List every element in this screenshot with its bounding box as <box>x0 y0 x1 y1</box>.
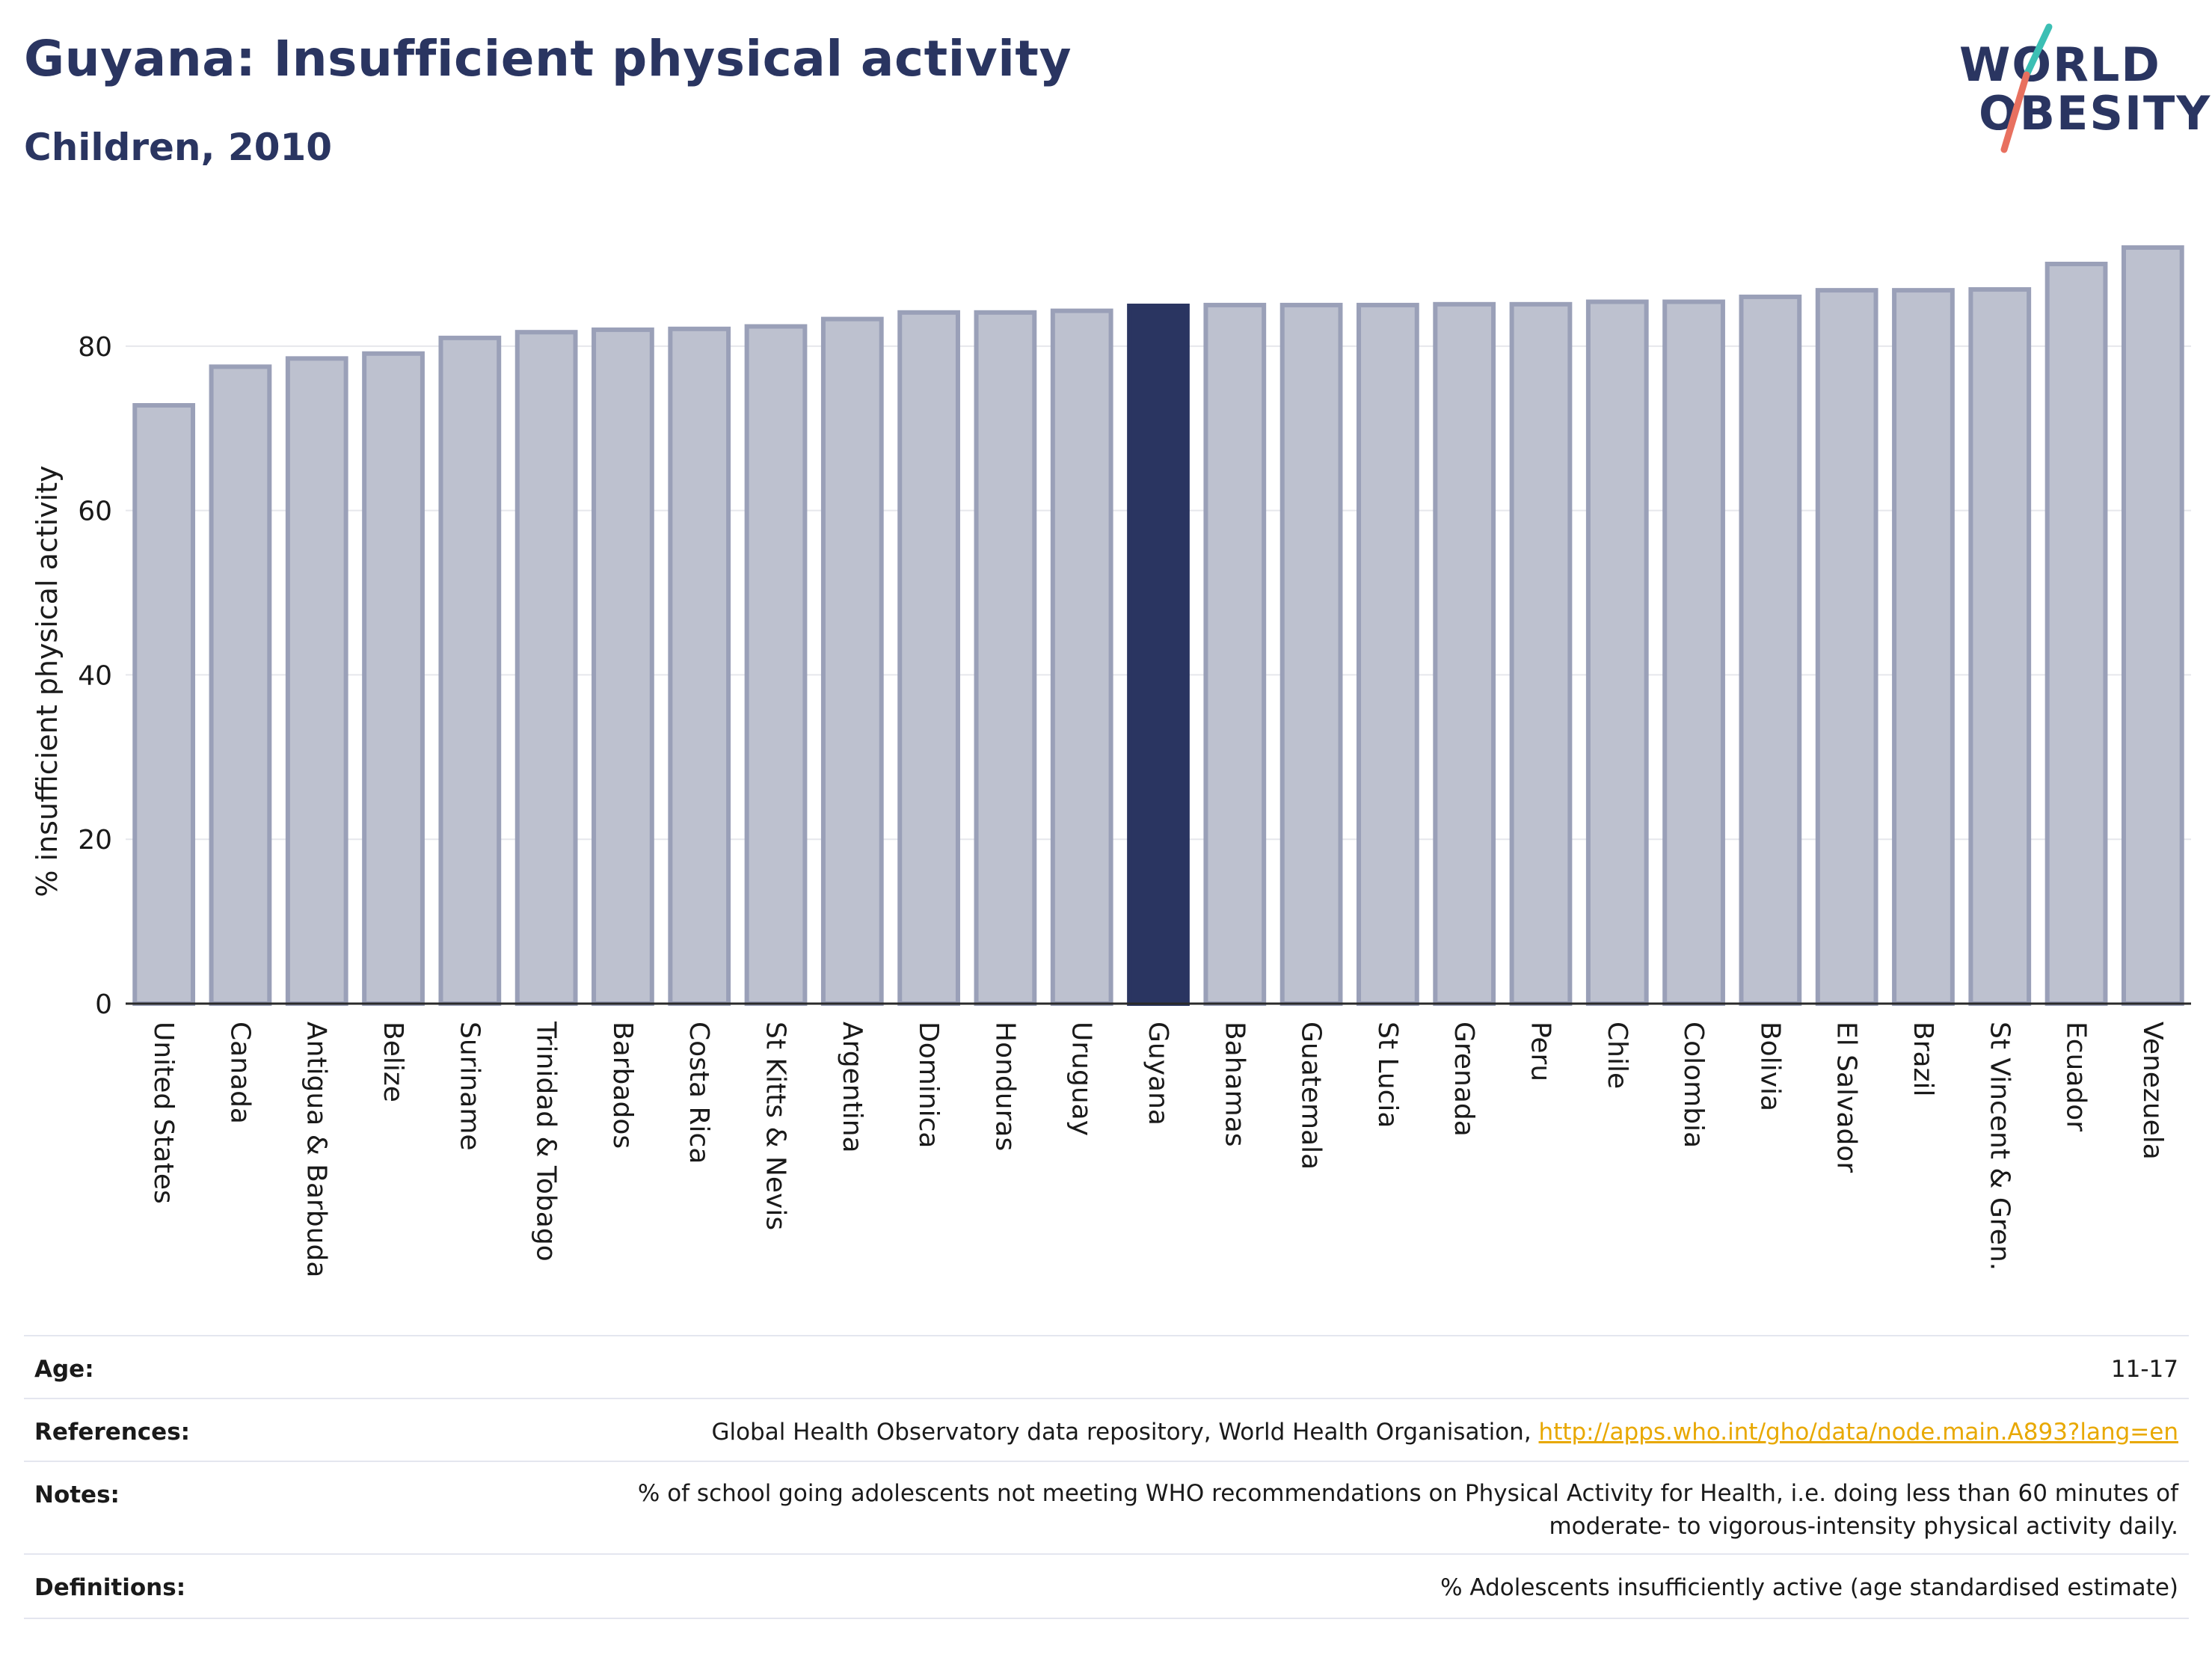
bar-belize <box>362 351 425 1006</box>
definitions-value: % Adolescents insufficiently active (age… <box>1440 1574 2178 1601</box>
x-tick-label: Bahamas <box>1219 1022 1250 1147</box>
y-axis-label: % insufficient physical activity <box>31 465 64 897</box>
notes-line2: moderate- to vigorous-intensity physical… <box>1549 1513 2178 1540</box>
references-label: References: <box>34 1419 191 1446</box>
bar-el-salvador <box>1815 288 1878 1006</box>
y-tick-label: 40 <box>78 660 112 691</box>
bar-venezuela <box>2121 245 2184 1006</box>
bar-chile <box>1585 299 1649 1007</box>
x-tick-label: Guyana <box>1143 1022 1173 1126</box>
metadata-table: Age: 11-17 References: Global Health Obs… <box>24 1335 2189 1619</box>
bar-peru <box>1509 301 1573 1006</box>
page-title: Guyana: Insufficient physical activity <box>24 30 1072 87</box>
bar-st-lucia <box>1357 302 1419 1006</box>
x-tick-label: Bolivia <box>1754 1022 1785 1111</box>
meta-row-age: Age: 11-17 <box>24 1335 2189 1399</box>
bar-barbados <box>592 327 654 1006</box>
notes-label: Notes: <box>34 1481 120 1508</box>
x-tick-label: Ecuador <box>2061 1022 2092 1132</box>
notes-line1: % of school going adolescents not meetin… <box>637 1480 2178 1507</box>
x-tick-label: Belize <box>378 1022 408 1102</box>
meta-row-notes: Notes: % of school going adolescents not… <box>24 1461 2189 1555</box>
y-tick-label: 60 <box>78 497 112 527</box>
bars <box>132 245 2184 1007</box>
bar-grenada <box>1433 301 1496 1006</box>
x-tick-label: Guatemala <box>1296 1022 1327 1170</box>
x-tick-label: Antigua & Barbuda <box>301 1022 332 1277</box>
bar-suriname <box>438 335 502 1006</box>
y-tick-label: 80 <box>78 332 112 363</box>
bar-brazil <box>1892 288 1955 1006</box>
definitions-label: Definitions: <box>34 1574 186 1601</box>
bar-united-states <box>132 402 196 1006</box>
bar-ecuador <box>2044 261 2108 1007</box>
x-tick-label: Barbados <box>607 1022 638 1149</box>
x-tick-label: Chile <box>1602 1022 1632 1089</box>
world-obesity-logo: WORLD OBESITY <box>1952 22 2210 157</box>
logo-line1: WORLD <box>1959 37 2161 92</box>
bar-st-kitts-nevis <box>744 324 808 1006</box>
x-tick-label: Argentina <box>837 1022 867 1153</box>
x-tick-label: Honduras <box>989 1022 1020 1151</box>
x-tick-label: United States <box>148 1022 179 1204</box>
bar-guatemala <box>1279 302 1343 1006</box>
bar-trinidad-tobago <box>514 330 578 1007</box>
bar-canada <box>209 364 272 1007</box>
x-tick-label: Suriname <box>454 1022 485 1151</box>
bar-bolivia <box>1739 294 1802 1006</box>
x-tick-label: Brazil <box>1908 1022 1938 1096</box>
y-tick-labels: 0 20 40 60 80 <box>78 332 112 1020</box>
x-tick-label: Canada <box>224 1022 255 1124</box>
references-text: Global Health Observatory data repositor… <box>711 1419 1539 1446</box>
bar-guyana <box>1127 304 1190 1007</box>
x-tick-labels: United States Canada Antigua & Barbuda Beli… <box>148 1021 2168 1277</box>
x-tick-label: Costa Rica <box>683 1022 714 1164</box>
x-tick-label: El Salvador <box>1831 1022 1862 1173</box>
bar-costa-rica <box>668 326 731 1007</box>
bar-antigua-barbuda <box>285 356 348 1006</box>
x-tick-label: Colombia <box>1678 1022 1709 1148</box>
bar-bahamas <box>1203 302 1267 1006</box>
x-tick-label: Venezuela <box>2137 1022 2168 1160</box>
notes-value: % of school going adolescents not meetin… <box>638 1477 2178 1543</box>
references-link[interactable]: http://apps.who.int/gho/data/node.main.A… <box>1538 1419 2178 1446</box>
bar-colombia <box>1662 299 1725 1007</box>
x-tick-label: St Kitts & Nevis <box>761 1022 791 1230</box>
x-tick-label: Grenada <box>1448 1022 1479 1137</box>
bar-dominica <box>897 310 960 1006</box>
bar-chart: 0 20 40 60 80 United States Canada Antigua & B… <box>31 245 2191 1277</box>
bar-st-vincent-gren- <box>1968 287 2032 1006</box>
y-tick-label: 0 <box>95 989 112 1020</box>
age-label: Age: <box>34 1356 94 1383</box>
meta-row-references: References: Global Health Observatory da… <box>24 1398 2189 1462</box>
x-tick-label: St Vincent & Gren. <box>1984 1022 2015 1271</box>
y-tick-label: 20 <box>78 825 112 856</box>
bar-honduras <box>974 310 1037 1006</box>
meta-row-definitions: Definitions: % Adolescents insufficientl… <box>24 1553 2189 1619</box>
logo-slash-icon <box>2000 23 2053 153</box>
page-subtitle: Children, 2010 <box>24 126 333 169</box>
x-tick-label: Uruguay <box>1066 1022 1097 1136</box>
x-tick-label: Dominica <box>913 1022 944 1149</box>
references-value: Global Health Observatory data repositor… <box>711 1416 2178 1449</box>
x-tick-label: Trinidad & Tobago <box>531 1021 562 1262</box>
bar-argentina <box>820 316 884 1006</box>
x-tick-label: St Lucia <box>1372 1022 1403 1129</box>
age-value: 11-17 <box>2110 1356 2178 1383</box>
bar-uruguay <box>1050 308 1113 1006</box>
x-tick-label: Peru <box>1525 1022 1555 1081</box>
